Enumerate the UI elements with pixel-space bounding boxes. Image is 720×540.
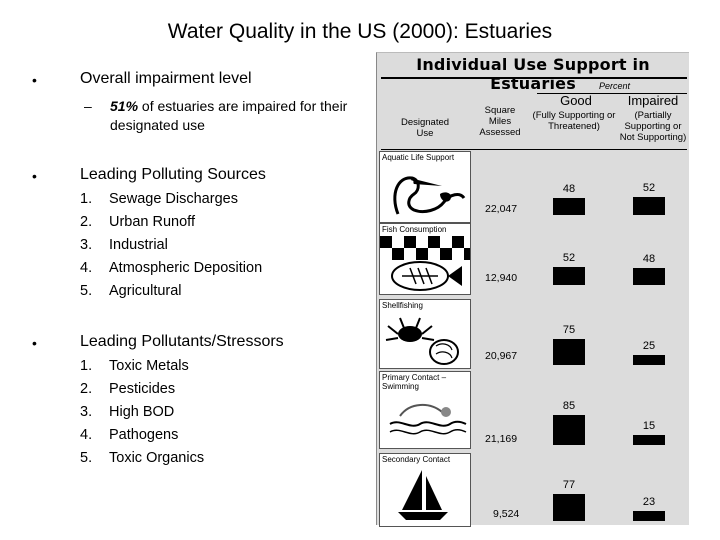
use-label: Shellfishing <box>382 301 423 310</box>
percent-label: Percent <box>599 81 631 91</box>
good-value-label: 48 <box>562 183 576 195</box>
list-item: Toxic Metals <box>109 358 189 374</box>
list-item: Industrial <box>109 237 168 253</box>
good-bar <box>553 494 585 521</box>
good-subheader: (Fully Supporting or Threatened) <box>532 110 616 132</box>
list-number: 1. <box>80 358 93 374</box>
impaired-bar <box>633 268 665 285</box>
list-number: 4. <box>80 427 93 443</box>
heron-icon <box>393 176 466 215</box>
impairment-percent: 51% <box>110 98 139 114</box>
list-number: 1. <box>80 191 93 207</box>
good-bar <box>553 339 585 365</box>
title-divider <box>381 77 687 79</box>
area-column-header: Square Miles Assessed <box>479 105 521 138</box>
list-item: Atmospheric Deposition <box>109 260 263 276</box>
impaired-value-label: 23 <box>642 496 656 508</box>
use-support-figure: Individual Use Support in Estuaries Perc… <box>376 52 689 527</box>
impaired-value-label: 15 <box>642 420 656 432</box>
area-value: 22,047 <box>485 203 518 215</box>
list-number: 5. <box>80 450 93 466</box>
impaired-bar <box>633 511 665 521</box>
list-number: 2. <box>80 214 93 230</box>
list-item: Sewage Discharges <box>109 191 238 207</box>
list-item: Agricultural <box>109 283 182 299</box>
list-number: 3. <box>80 404 93 420</box>
impaired-value-label: 52 <box>642 182 656 194</box>
header-divider <box>381 149 687 150</box>
impaired-bar <box>633 355 665 365</box>
sources-heading: Leading Polluting Sources <box>80 166 266 183</box>
good-bar <box>553 267 585 285</box>
good-bar <box>553 415 585 445</box>
bullet-icon: • <box>32 72 37 88</box>
list-number: 5. <box>80 283 93 299</box>
bullet-icon: • <box>32 168 37 184</box>
good-header: Good <box>560 93 592 108</box>
list-item: Urban Runoff <box>109 214 195 230</box>
area-value: 9,524 <box>493 508 520 520</box>
impaired-value-label: 48 <box>642 253 656 265</box>
list-item: High BOD <box>109 404 175 420</box>
pollutants-heading: Leading Pollutants/Stressors <box>80 333 284 350</box>
list-item: Pesticides <box>109 381 176 397</box>
area-value: 20,967 <box>485 350 518 362</box>
use-column-header: Designated Use <box>400 117 450 139</box>
use-panel-aquatic-life: Aquatic Life Support <box>379 151 471 223</box>
good-value-label: 75 <box>562 324 576 336</box>
use-panel-shellfishing: Shellfishing <box>379 299 471 369</box>
area-value: 12,940 <box>485 272 518 284</box>
fish-icon <box>380 236 470 291</box>
list-number: 3. <box>80 237 93 253</box>
area-value: 21,169 <box>485 433 518 445</box>
use-label: Fish Consumption <box>382 225 447 234</box>
impaired-bar <box>633 435 665 445</box>
impairment-description: of estuaries are impaired for their desi… <box>110 98 348 133</box>
crab-icon <box>385 317 459 365</box>
list-number: 2. <box>80 381 93 397</box>
figure-title: Individual Use Support in Estuaries <box>416 55 650 93</box>
swimmer-icon <box>389 404 467 435</box>
list-number: 4. <box>80 260 93 276</box>
impairment-heading: Overall impairment level <box>80 70 252 87</box>
good-bar <box>553 198 585 215</box>
list-item: Toxic Organics <box>109 450 205 466</box>
page-title: Water Quality in the US (2000): Estuarie… <box>167 20 553 43</box>
use-label: Aquatic Life Support <box>382 153 455 162</box>
use-panel-secondary-contact: Secondary Contact <box>379 453 471 527</box>
impaired-bar <box>633 197 665 215</box>
use-panel-fish-consumption: Fish Consumption <box>379 223 471 295</box>
good-value-label: 85 <box>562 400 576 412</box>
use-label: Secondary Contact <box>382 455 451 464</box>
dash-icon: – <box>84 98 92 114</box>
list-item: Pathogens <box>109 427 179 443</box>
good-value-label: 77 <box>562 479 576 491</box>
use-label: Primary Contact – Swimming <box>382 373 447 391</box>
use-panel-primary-contact: Primary Contact – Swimming <box>379 371 471 449</box>
impaired-value-label: 25 <box>642 340 656 352</box>
sailboat-icon <box>398 470 448 520</box>
bullet-icon: • <box>32 335 37 351</box>
impairment-text: 51% of estuaries are impaired for their … <box>110 97 375 135</box>
impaired-subheader: (Partially Supporting or Not Supporting) <box>619 110 687 143</box>
good-value-label: 52 <box>562 252 576 264</box>
impaired-header: Impaired <box>627 93 679 108</box>
percent-divider <box>537 93 687 94</box>
